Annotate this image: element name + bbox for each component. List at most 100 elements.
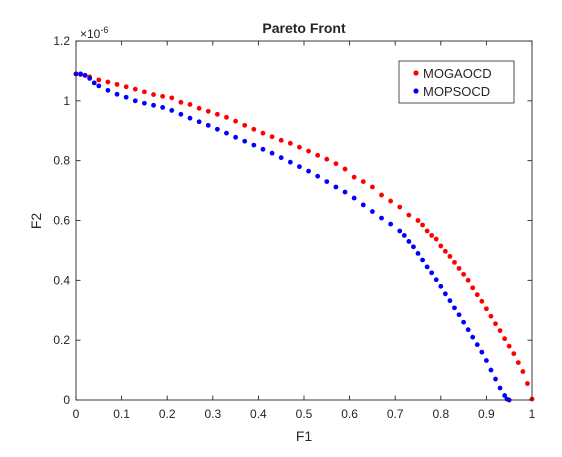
- data-point-mogaocd: [123, 84, 129, 90]
- data-point-mopsocd: [465, 327, 471, 333]
- data-point-mogaocd: [506, 343, 512, 349]
- data-point-mopsocd: [493, 376, 498, 382]
- data-point-mopsocd: [406, 239, 412, 244]
- data-point-mogaocd: [169, 95, 175, 101]
- data-point-mogaocd: [420, 222, 425, 228]
- data-point-mogaocd: [484, 306, 489, 312]
- data-point-mogaocd: [488, 313, 494, 319]
- data-point-mopsocd: [324, 179, 330, 185]
- data-point-mopsocd: [233, 134, 239, 140]
- data-point-mopsocd: [87, 75, 93, 81]
- data-point-mogaocd: [242, 122, 248, 128]
- data-point-mogaocd: [251, 126, 257, 132]
- data-point-mopsocd: [461, 319, 466, 325]
- data-point-mopsocd: [315, 173, 321, 179]
- y-tick-label: 0.4: [53, 273, 70, 287]
- data-point-mogaocd: [470, 285, 476, 291]
- data-point-mopsocd: [178, 111, 184, 117]
- data-point-mopsocd: [438, 283, 444, 289]
- data-point-mogaocd: [493, 321, 498, 327]
- y-axis-label: F2: [28, 213, 44, 230]
- data-point-mogaocd: [224, 114, 229, 120]
- data-point-mopsocd: [205, 122, 211, 128]
- data-point-mopsocd: [433, 277, 439, 283]
- data-point-mogaocd: [315, 152, 321, 158]
- data-point-mogaocd: [502, 336, 508, 342]
- data-point-mogaocd: [520, 369, 526, 374]
- data-point-mopsocd: [420, 257, 425, 263]
- data-point-mogaocd: [269, 134, 275, 140]
- data-point-mogaocd: [465, 277, 471, 283]
- data-point-mogaocd: [278, 137, 284, 143]
- data-point-mopsocd: [306, 168, 311, 174]
- x-tick-label: 0.8: [432, 407, 449, 421]
- data-point-mopsocd: [424, 264, 430, 270]
- data-point-mogaocd: [297, 144, 302, 150]
- x-tick-label: 0.1: [113, 407, 130, 421]
- legend-label-mopsocd: MOPSOCD: [423, 84, 490, 99]
- data-point-mopsocd: [91, 80, 97, 86]
- y-exponent-label: ×10-6: [80, 25, 108, 41]
- data-point-mogaocd: [351, 174, 357, 180]
- data-points: [73, 71, 535, 403]
- y-tick-label: 0.6: [53, 214, 70, 228]
- x-tick-label: 0.7: [387, 407, 404, 421]
- data-point-mogaocd: [205, 108, 211, 114]
- x-tick-label: 0.5: [296, 407, 313, 421]
- data-point-mopsocd: [160, 105, 166, 110]
- data-point-mogaocd: [160, 93, 166, 99]
- data-point-mopsocd: [370, 209, 375, 214]
- data-point-mogaocd: [429, 233, 435, 238]
- data-point-mogaocd: [388, 198, 394, 204]
- data-point-mopsocd: [251, 142, 257, 148]
- data-point-mogaocd: [178, 99, 184, 105]
- x-tick-label: 0.2: [159, 407, 176, 421]
- data-point-mogaocd: [196, 105, 202, 111]
- data-point-mopsocd: [333, 184, 339, 190]
- data-point-mopsocd: [187, 115, 193, 121]
- data-point-mogaocd: [525, 381, 530, 386]
- data-point-mogaocd: [114, 81, 120, 87]
- data-point-mogaocd: [479, 298, 485, 304]
- data-point-mopsocd: [442, 291, 448, 297]
- data-point-mopsocd: [429, 270, 435, 276]
- data-point-mopsocd: [82, 73, 88, 78]
- x-tick-label: 0.6: [341, 407, 358, 421]
- x-axis-label: F1: [296, 428, 313, 444]
- data-point-mogaocd: [442, 248, 448, 254]
- y-tick-label: 0.8: [53, 154, 70, 168]
- y-tick-label: 0: [63, 393, 70, 407]
- data-point-mogaocd: [260, 130, 266, 136]
- data-point-mogaocd: [142, 89, 147, 95]
- data-point-mopsocd: [452, 305, 457, 311]
- data-point-mogaocd: [433, 236, 439, 242]
- legend: MOGAOCD MOPSOCD: [398, 60, 515, 104]
- data-point-mopsocd: [78, 71, 83, 77]
- data-point-mogaocd: [105, 79, 111, 85]
- data-point-mogaocd: [447, 254, 453, 259]
- data-point-mogaocd: [456, 265, 462, 271]
- data-point-mogaocd: [187, 102, 193, 107]
- x-tick-label: 1: [529, 407, 536, 421]
- data-point-mopsocd: [360, 202, 366, 208]
- series-mogaocd: [73, 71, 535, 402]
- data-point-mopsocd: [470, 334, 476, 340]
- data-point-mogaocd: [474, 292, 480, 298]
- x-tick-label: 0.9: [478, 407, 495, 421]
- data-point-mopsocd: [479, 349, 485, 355]
- data-point-mopsocd: [297, 164, 302, 170]
- y-tick-label: 1.2: [53, 34, 70, 48]
- x-tick-label: 0.4: [250, 407, 267, 421]
- data-point-mopsocd: [242, 138, 248, 144]
- data-point-mopsocd: [114, 91, 120, 97]
- legend-box: [398, 60, 515, 104]
- data-point-mopsocd: [411, 244, 416, 250]
- data-point-mogaocd: [306, 148, 311, 154]
- data-point-mopsocd: [342, 189, 348, 195]
- data-point-mogaocd: [511, 351, 517, 357]
- data-point-mopsocd: [214, 126, 220, 132]
- data-point-mogaocd: [497, 328, 503, 333]
- data-point-mopsocd: [224, 130, 229, 136]
- plot-frame: [75, 40, 533, 401]
